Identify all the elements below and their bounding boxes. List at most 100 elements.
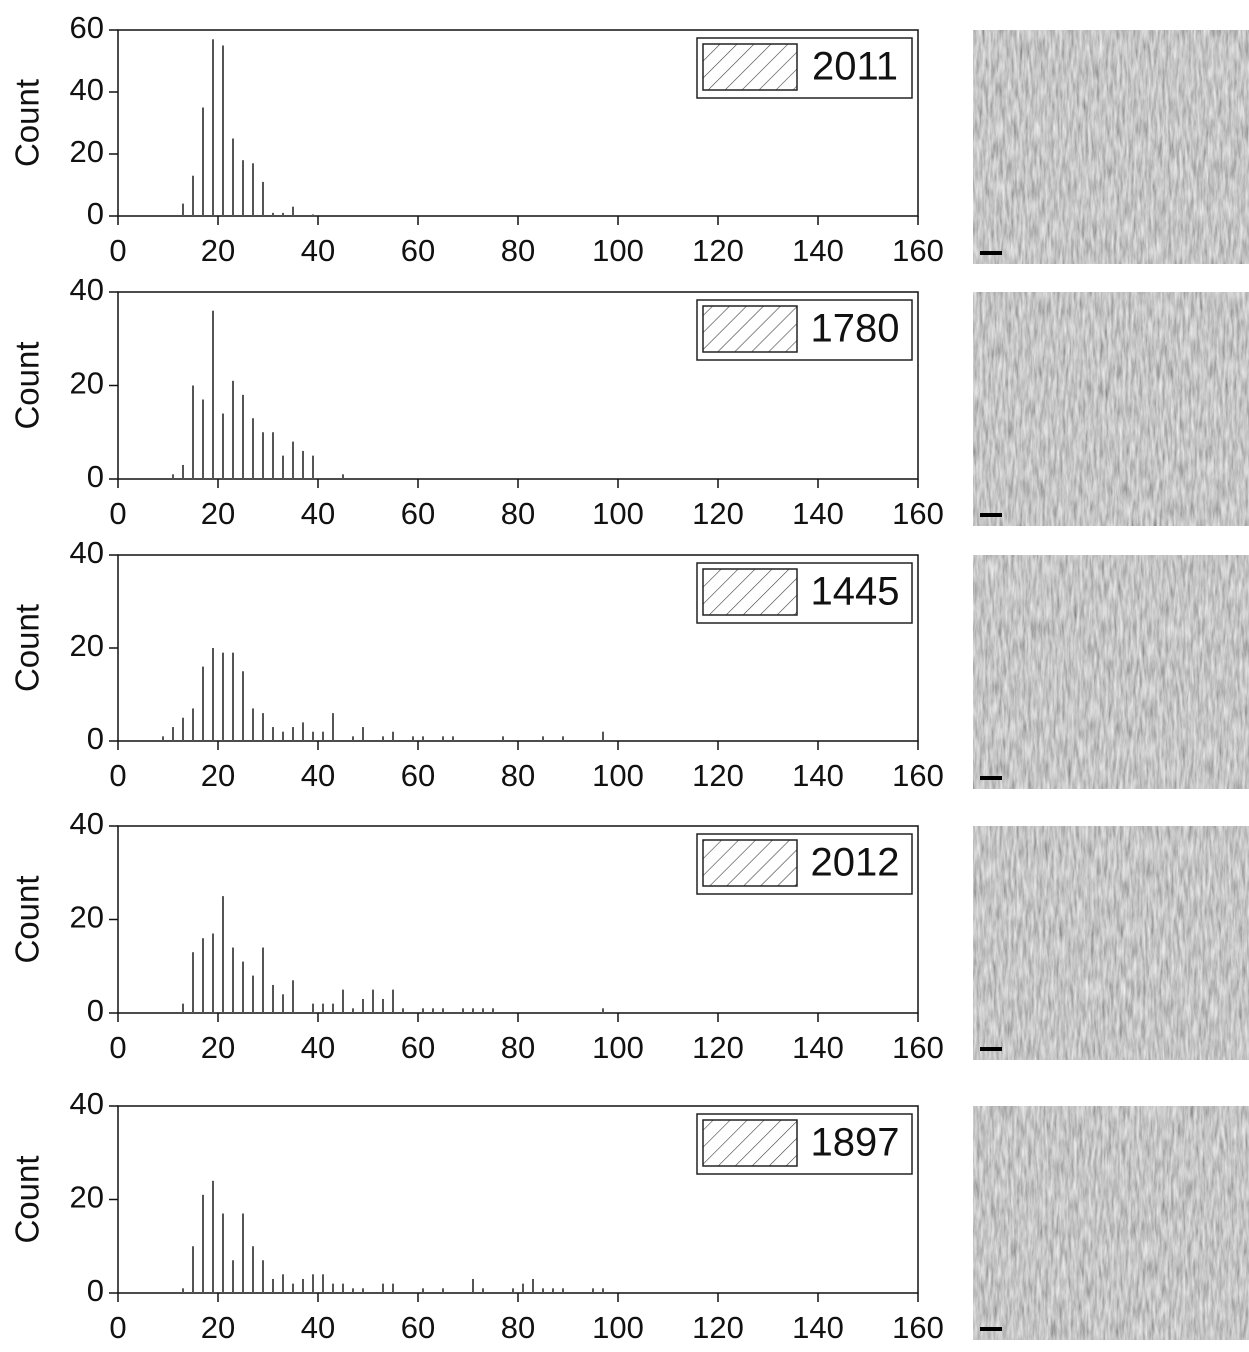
scale-bar <box>980 1047 1002 1051</box>
bar <box>422 1288 424 1293</box>
bar <box>192 952 194 1013</box>
y-axis-label: Count <box>9 875 46 963</box>
legend-label: 2012 <box>811 841 900 885</box>
bar <box>192 385 194 479</box>
bar <box>292 206 294 216</box>
bar <box>272 432 274 479</box>
bar <box>212 648 214 741</box>
x-tick-label: 60 <box>401 496 435 531</box>
bar <box>382 1283 384 1293</box>
bar <box>262 947 264 1013</box>
x-tick-label: 140 <box>792 1310 844 1345</box>
bar <box>262 181 264 216</box>
micrograph <box>973 30 1249 264</box>
x-tick-label: 160 <box>892 758 944 793</box>
scale-bar <box>980 776 1002 780</box>
bar <box>182 1288 184 1293</box>
x-tick-label: 80 <box>501 1310 535 1345</box>
bar <box>332 1003 334 1013</box>
bar <box>252 708 254 741</box>
bar <box>272 727 274 741</box>
bar <box>232 652 234 741</box>
bar <box>212 1180 214 1293</box>
bar <box>472 1008 474 1013</box>
bar <box>312 731 314 741</box>
bar <box>502 736 504 741</box>
bar <box>602 731 604 741</box>
x-tick-label: 140 <box>792 1030 844 1065</box>
x-tick-label: 0 <box>109 1310 126 1345</box>
legend-swatch <box>702 305 798 353</box>
bar <box>462 1008 464 1013</box>
bar <box>282 731 284 741</box>
x-tick-label: 40 <box>301 758 335 793</box>
x-tick-label: 20 <box>201 1310 235 1345</box>
bar <box>322 1003 324 1013</box>
legend-swatch <box>702 43 798 91</box>
bar <box>212 310 214 479</box>
legend-swatch <box>702 839 798 887</box>
x-tick-label: 20 <box>201 758 235 793</box>
bar <box>232 138 234 216</box>
bar <box>292 727 294 741</box>
bar <box>322 1274 324 1293</box>
panel: 0 20 40 60 80 100 120 140 160 0 20 40 Count 1780 <box>9 272 1249 531</box>
y-tick-label: 20 <box>70 366 104 401</box>
x-tick-label: 60 <box>401 758 435 793</box>
panel: 0 20 40 60 80 100 120 140 160 0 20 40 Count 1897 <box>9 1086 1249 1345</box>
panel: 0 20 40 60 80 100 120 140 160 0 20 40 Count 2012 <box>9 806 1249 1065</box>
micrograph <box>973 555 1249 789</box>
x-tick-label: 80 <box>501 496 535 531</box>
bar <box>522 1283 524 1293</box>
y-tick-label: 40 <box>70 535 104 570</box>
bar <box>242 671 244 741</box>
bar <box>312 455 314 479</box>
bar <box>352 1288 354 1293</box>
bar <box>222 652 224 741</box>
bar <box>312 214 314 216</box>
x-tick-label: 100 <box>592 496 644 531</box>
x-tick-label: 40 <box>301 1310 335 1345</box>
bar <box>602 1288 604 1293</box>
bar <box>392 989 394 1013</box>
bar <box>272 1278 274 1293</box>
legend-swatch <box>702 1119 798 1167</box>
bar <box>262 1260 264 1293</box>
bar <box>222 896 224 1013</box>
bar <box>192 708 194 741</box>
x-tick-label: 120 <box>692 1030 744 1065</box>
legend-label: 1445 <box>811 570 900 614</box>
bar <box>282 1274 284 1293</box>
bar <box>262 432 264 479</box>
x-tick-label: 60 <box>401 233 435 268</box>
bar <box>282 994 284 1013</box>
bar <box>202 1194 204 1293</box>
bar <box>292 980 294 1013</box>
y-axis-label: Count <box>9 341 46 429</box>
bar <box>222 1213 224 1293</box>
x-tick-label: 140 <box>792 496 844 531</box>
x-tick-label: 140 <box>792 233 844 268</box>
bar <box>562 736 564 741</box>
bar <box>202 938 204 1013</box>
bar <box>422 1008 424 1013</box>
y-tick-label: 0 <box>87 196 104 231</box>
x-tick-label: 20 <box>201 496 235 531</box>
x-tick-label: 100 <box>592 233 644 268</box>
x-tick-label: 160 <box>892 233 944 268</box>
y-tick-label: 0 <box>87 721 104 756</box>
bar <box>382 998 384 1013</box>
x-tick-label: 160 <box>892 1030 944 1065</box>
bar <box>252 1246 254 1293</box>
x-tick-label: 100 <box>592 1030 644 1065</box>
bar <box>212 39 214 216</box>
x-tick-label: 0 <box>109 758 126 793</box>
bar <box>172 474 174 479</box>
bar <box>552 1288 554 1293</box>
bar <box>352 1008 354 1013</box>
y-tick-label: 0 <box>87 1273 104 1308</box>
bar <box>412 736 414 741</box>
bar <box>352 736 354 741</box>
bar <box>182 1003 184 1013</box>
